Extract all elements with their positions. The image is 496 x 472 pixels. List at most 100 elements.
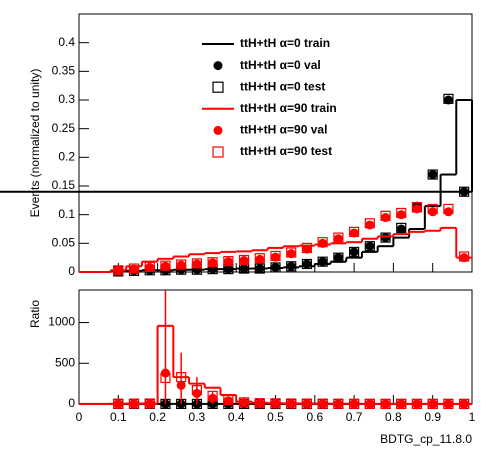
- marker: [254, 398, 265, 409]
- marker: [160, 261, 170, 271]
- marker: [318, 399, 328, 409]
- marker: [144, 398, 155, 409]
- y-tick-label: 0.15: [52, 178, 76, 192]
- marker: [411, 398, 423, 410]
- marker: [176, 260, 186, 270]
- marker: [365, 399, 375, 409]
- y-tick-label: 500: [55, 355, 75, 369]
- marker: [349, 246, 360, 258]
- marker: [459, 399, 469, 409]
- marker: [191, 258, 202, 269]
- y-tick-label: 0.25: [52, 121, 76, 135]
- y-axis-label: Ratio: [28, 300, 42, 328]
- marker: [270, 398, 281, 409]
- marker: [428, 207, 438, 217]
- marker: [208, 393, 218, 403]
- marker: [380, 398, 391, 410]
- marker: [349, 398, 360, 409]
- marker: [239, 256, 249, 266]
- marker: [113, 398, 124, 409]
- x-axis-label: BDTG_cp_11.8.0: [380, 432, 472, 446]
- marker: [128, 263, 140, 274]
- marker: [364, 398, 375, 409]
- legend-label: ttH+tH α=90 val: [240, 123, 327, 137]
- x-tick-label: 0.3: [189, 410, 206, 424]
- marker: [412, 399, 422, 409]
- marker: [459, 251, 470, 262]
- marker: [459, 398, 470, 410]
- y-tick-label: 0.1: [58, 207, 75, 221]
- marker: [176, 372, 187, 383]
- y-tick-label: 0: [68, 264, 75, 278]
- x-tick-label: 1: [469, 410, 476, 424]
- marker: [160, 372, 171, 384]
- marker: [160, 260, 171, 271]
- marker: [286, 249, 296, 259]
- marker: [302, 259, 312, 269]
- legend-label: ttH+tH α=0 train: [240, 36, 330, 50]
- marker: [302, 399, 312, 409]
- y-tick-label: 0.35: [52, 64, 76, 78]
- marker: [427, 169, 438, 180]
- marker: [302, 244, 312, 254]
- marker: [349, 228, 359, 238]
- marker: [333, 234, 343, 244]
- x-tick-label: 0: [76, 410, 83, 424]
- x-tick-label: 0.9: [424, 410, 441, 424]
- marker: [144, 261, 155, 272]
- marker: [207, 257, 218, 268]
- marker: [129, 264, 139, 274]
- marker: [129, 399, 139, 409]
- marker: [223, 256, 234, 267]
- marker: [192, 388, 202, 398]
- marker: [427, 398, 438, 410]
- marker: [145, 262, 155, 272]
- marker: [396, 398, 407, 410]
- marker: [270, 262, 281, 273]
- marker: [443, 95, 453, 105]
- y-tick-label: 0.4: [58, 35, 75, 49]
- marker: [271, 398, 280, 408]
- marker: [254, 263, 265, 274]
- marker: [191, 385, 202, 396]
- marker: [333, 398, 344, 409]
- marker: [317, 237, 328, 248]
- legend-swatch: [212, 146, 224, 158]
- legend-swatch: [213, 125, 223, 135]
- marker: [207, 390, 218, 401]
- marker: [349, 247, 359, 257]
- marker: [318, 238, 328, 248]
- marker: [176, 380, 186, 390]
- marker: [427, 203, 438, 215]
- marker: [396, 224, 406, 234]
- marker: [428, 170, 438, 180]
- marker: [286, 261, 297, 272]
- x-tick-label: 0.6: [306, 410, 323, 424]
- marker: [317, 398, 328, 409]
- x-tick-label: 0.2: [149, 410, 166, 424]
- marker: [411, 202, 423, 213]
- marker: [113, 265, 124, 276]
- x-tick-label: 0.7: [346, 410, 363, 424]
- marker: [443, 203, 454, 215]
- legend-label: ttH+tH α=90 test: [240, 144, 332, 158]
- marker: [333, 253, 343, 263]
- marker: [239, 264, 249, 274]
- legend-swatch: [212, 81, 224, 93]
- y-tick-label: 0: [68, 396, 75, 410]
- marker: [238, 254, 250, 266]
- y-tick-label: 0.2: [58, 150, 75, 164]
- marker: [459, 186, 470, 197]
- legend-label: ttH+tH α=0 val: [240, 58, 321, 72]
- marker: [239, 398, 249, 408]
- marker: [254, 253, 265, 264]
- legend-label: ttH+tH α=0 test: [240, 79, 325, 93]
- marker: [443, 399, 453, 409]
- marker: [380, 210, 391, 221]
- marker: [333, 252, 344, 263]
- marker: [443, 398, 454, 410]
- marker: [145, 399, 155, 409]
- y-tick-label: 0.05: [52, 236, 76, 250]
- marker: [459, 187, 469, 197]
- marker: [176, 259, 187, 270]
